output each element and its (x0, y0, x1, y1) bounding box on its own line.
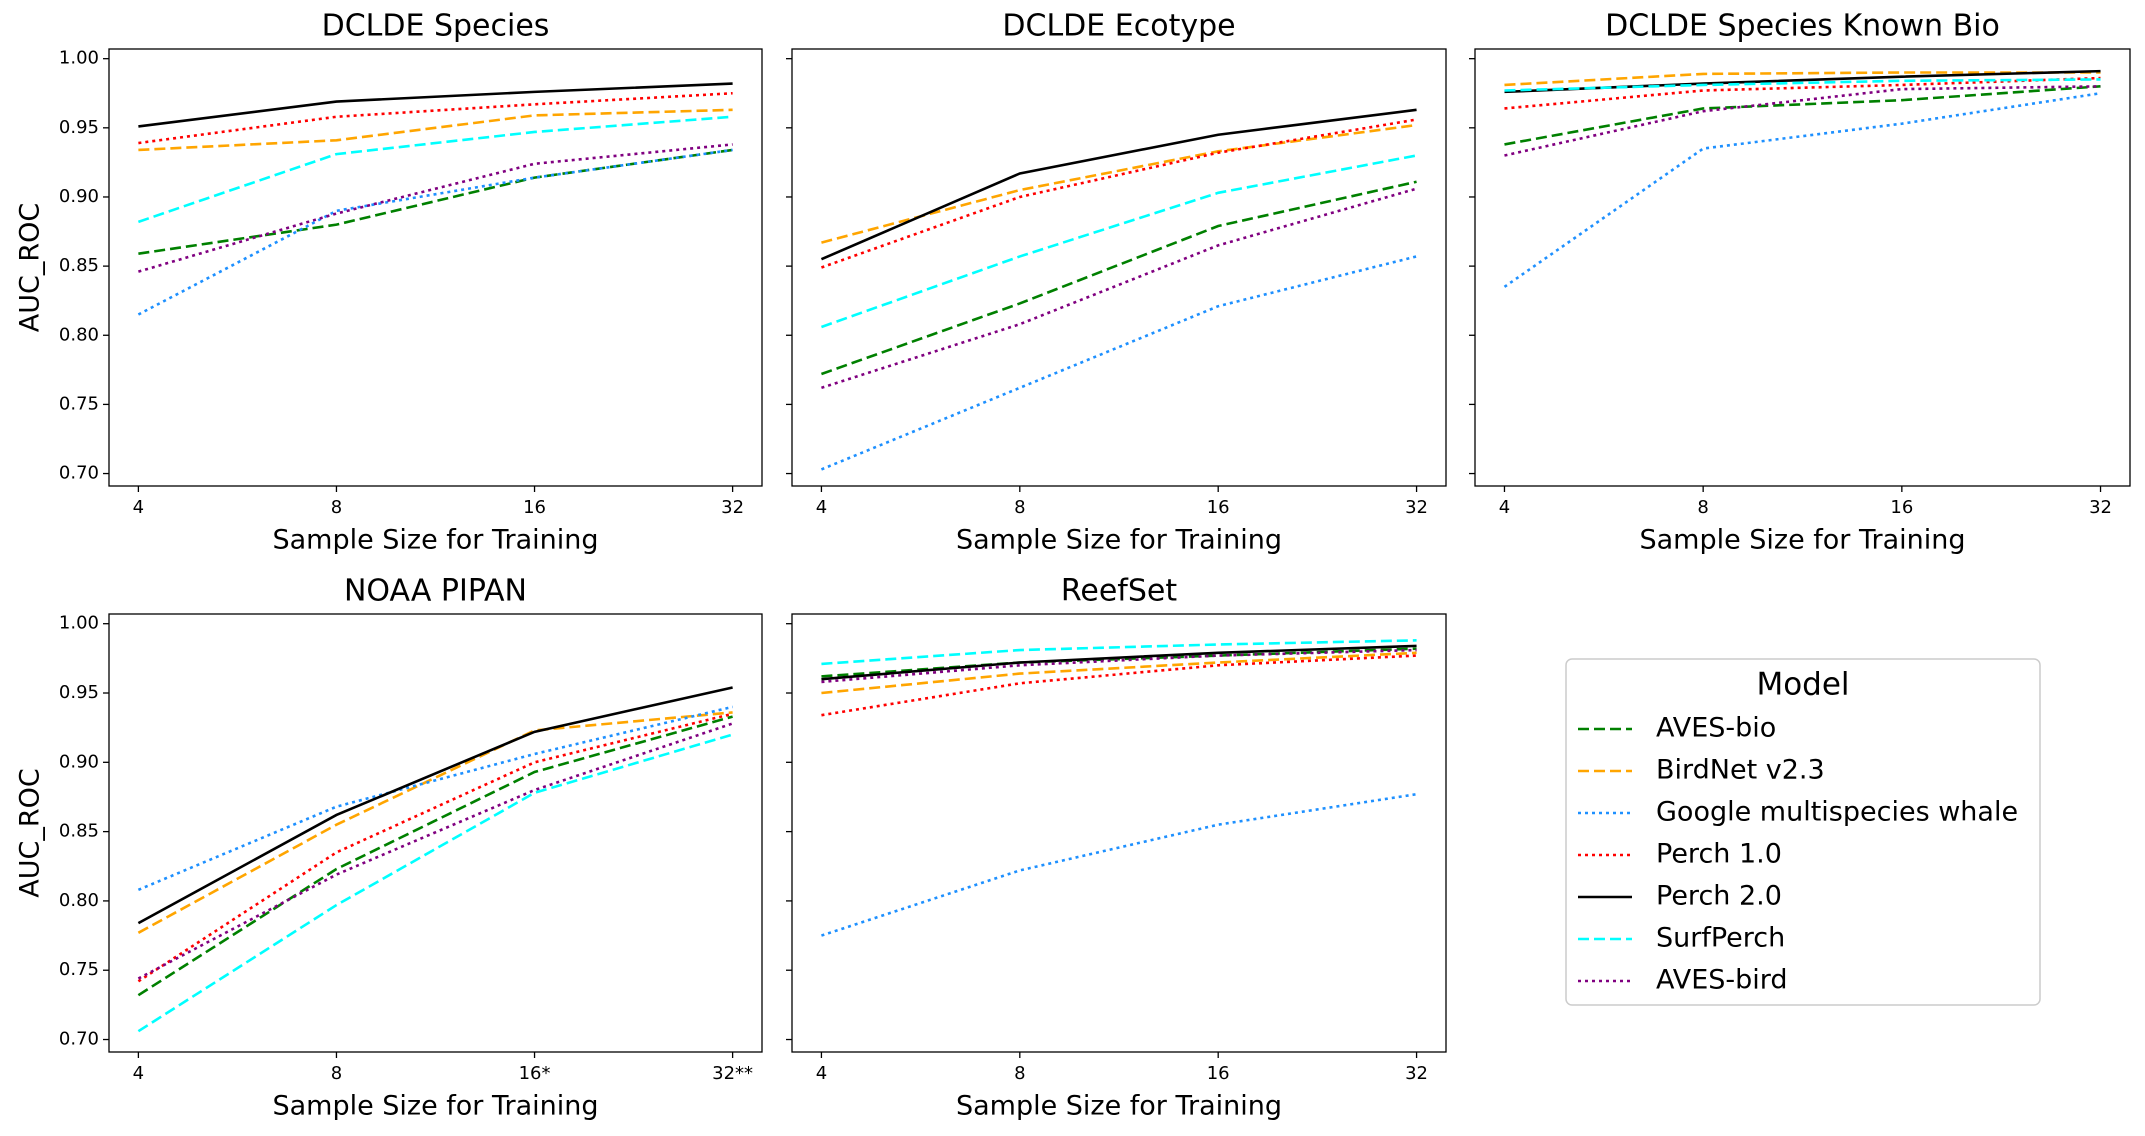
legend-label: AVES-bio (1656, 713, 1776, 744)
series-line (821, 648, 1417, 684)
series-line (821, 187, 1417, 390)
x-tick-label: 8 (331, 1063, 342, 1084)
x-tick-label: 4 (816, 497, 827, 518)
x-tick-label: 4 (816, 1063, 827, 1084)
y-tick-label: 0.85 (59, 821, 99, 842)
x-tick-label: 32 (1405, 1063, 1428, 1084)
series-line (821, 651, 1417, 695)
y-tick-label: 0.95 (59, 117, 99, 138)
x-tick-label: 16 (1207, 1063, 1230, 1084)
x-axis-label: Sample Size for Training (956, 1091, 1282, 1122)
plot-frame (791, 48, 1447, 487)
series-line (138, 148, 733, 255)
series-line (137, 705, 733, 892)
panel-title: ReefSet (1061, 574, 1177, 609)
legend-label: SurfPerch (1656, 923, 1785, 954)
y-tick-label: 1.00 (59, 613, 99, 634)
legend-label: AVES-bird (1656, 965, 1788, 996)
panel-title: DCLDE Ecotype (1002, 9, 1235, 44)
x-tick-label: 4 (133, 497, 144, 518)
x-axis-label: Sample Size for Training (272, 1091, 598, 1122)
plot-frame (1474, 48, 2131, 487)
series-line (1504, 76, 2101, 110)
series-line (1504, 85, 2101, 146)
x-tick-label: 16* (519, 1063, 551, 1084)
series-line (1504, 78, 2101, 92)
series-line (820, 118, 1417, 269)
x-tick-label: 32 (2089, 497, 2112, 518)
panel-title: DCLDE Species Known Bio (1605, 9, 2000, 44)
x-tick-label: 8 (331, 497, 342, 518)
y-tick-label: 0.75 (59, 393, 99, 414)
y-axis-label: AUC_ROC (15, 768, 46, 897)
panel-title: DCLDE Species (322, 9, 550, 44)
y-axis-label: AUC_ROC (15, 203, 46, 332)
series-line (1504, 71, 2101, 87)
x-tick-label: 16 (523, 497, 546, 518)
y-tick-label: 0.90 (59, 186, 99, 207)
plot-frame (108, 48, 763, 487)
series-line (821, 792, 1417, 937)
series-line (821, 644, 1417, 681)
series-line (137, 733, 733, 1033)
series-line (1503, 91, 2101, 288)
series-line (137, 722, 734, 980)
series-line (821, 647, 1417, 678)
legend-title: Model (1756, 667, 1849, 703)
y-tick-label: 0.90 (59, 751, 99, 772)
legend-box (1565, 658, 2041, 1006)
series-line (821, 654, 1417, 717)
y-tick-label: 1.00 (59, 48, 99, 69)
series-line (820, 108, 1417, 261)
series-line (137, 715, 733, 997)
x-tick-label: 8 (1014, 1063, 1025, 1084)
y-tick-label: 0.80 (59, 890, 99, 911)
series-line (137, 686, 733, 925)
series-line (821, 639, 1417, 666)
y-tick-label: 0.70 (59, 1029, 99, 1050)
x-tick-label: 16 (1890, 497, 1913, 518)
series-line (820, 180, 1417, 376)
series-line (137, 712, 733, 983)
legend-label: Perch 2.0 (1656, 881, 1782, 912)
x-tick-label: 16 (1207, 497, 1230, 518)
y-tick-label: 0.70 (59, 463, 99, 484)
y-tick-label: 0.95 (59, 682, 99, 703)
plot-frame (108, 613, 763, 1053)
series-line (820, 255, 1417, 471)
x-tick-label: 32** (712, 1063, 753, 1084)
x-tick-label: 4 (133, 1063, 144, 1084)
legend-label: BirdNet v2.3 (1656, 755, 1825, 786)
y-tick-label: 0.85 (59, 255, 99, 276)
plot-frame (791, 613, 1447, 1053)
y-tick-label: 0.80 (59, 324, 99, 345)
series-line (138, 108, 733, 152)
series-line (138, 143, 733, 273)
x-tick-label: 4 (1499, 497, 1510, 518)
x-axis-label: Sample Size for Training (956, 525, 1282, 556)
series-line (138, 91, 733, 145)
panel-title: NOAA PIPAN (344, 574, 527, 609)
series-line (138, 82, 733, 128)
series-line (820, 154, 1417, 329)
series-line (1504, 85, 2101, 157)
x-tick-label: 8 (1014, 497, 1025, 518)
series-line (137, 115, 733, 224)
legend-label: Google multispecies whale (1656, 797, 2018, 828)
x-tick-label: 32 (721, 497, 744, 518)
legend-label: Perch 1.0 (1656, 839, 1782, 870)
series-line (137, 148, 733, 316)
x-axis-label: Sample Size for Training (272, 525, 598, 556)
x-tick-label: 8 (1697, 497, 1708, 518)
x-tick-label: 32 (1405, 497, 1428, 518)
x-axis-label: Sample Size for Training (1639, 525, 1965, 556)
series-line (137, 711, 733, 934)
y-tick-label: 0.75 (59, 959, 99, 980)
